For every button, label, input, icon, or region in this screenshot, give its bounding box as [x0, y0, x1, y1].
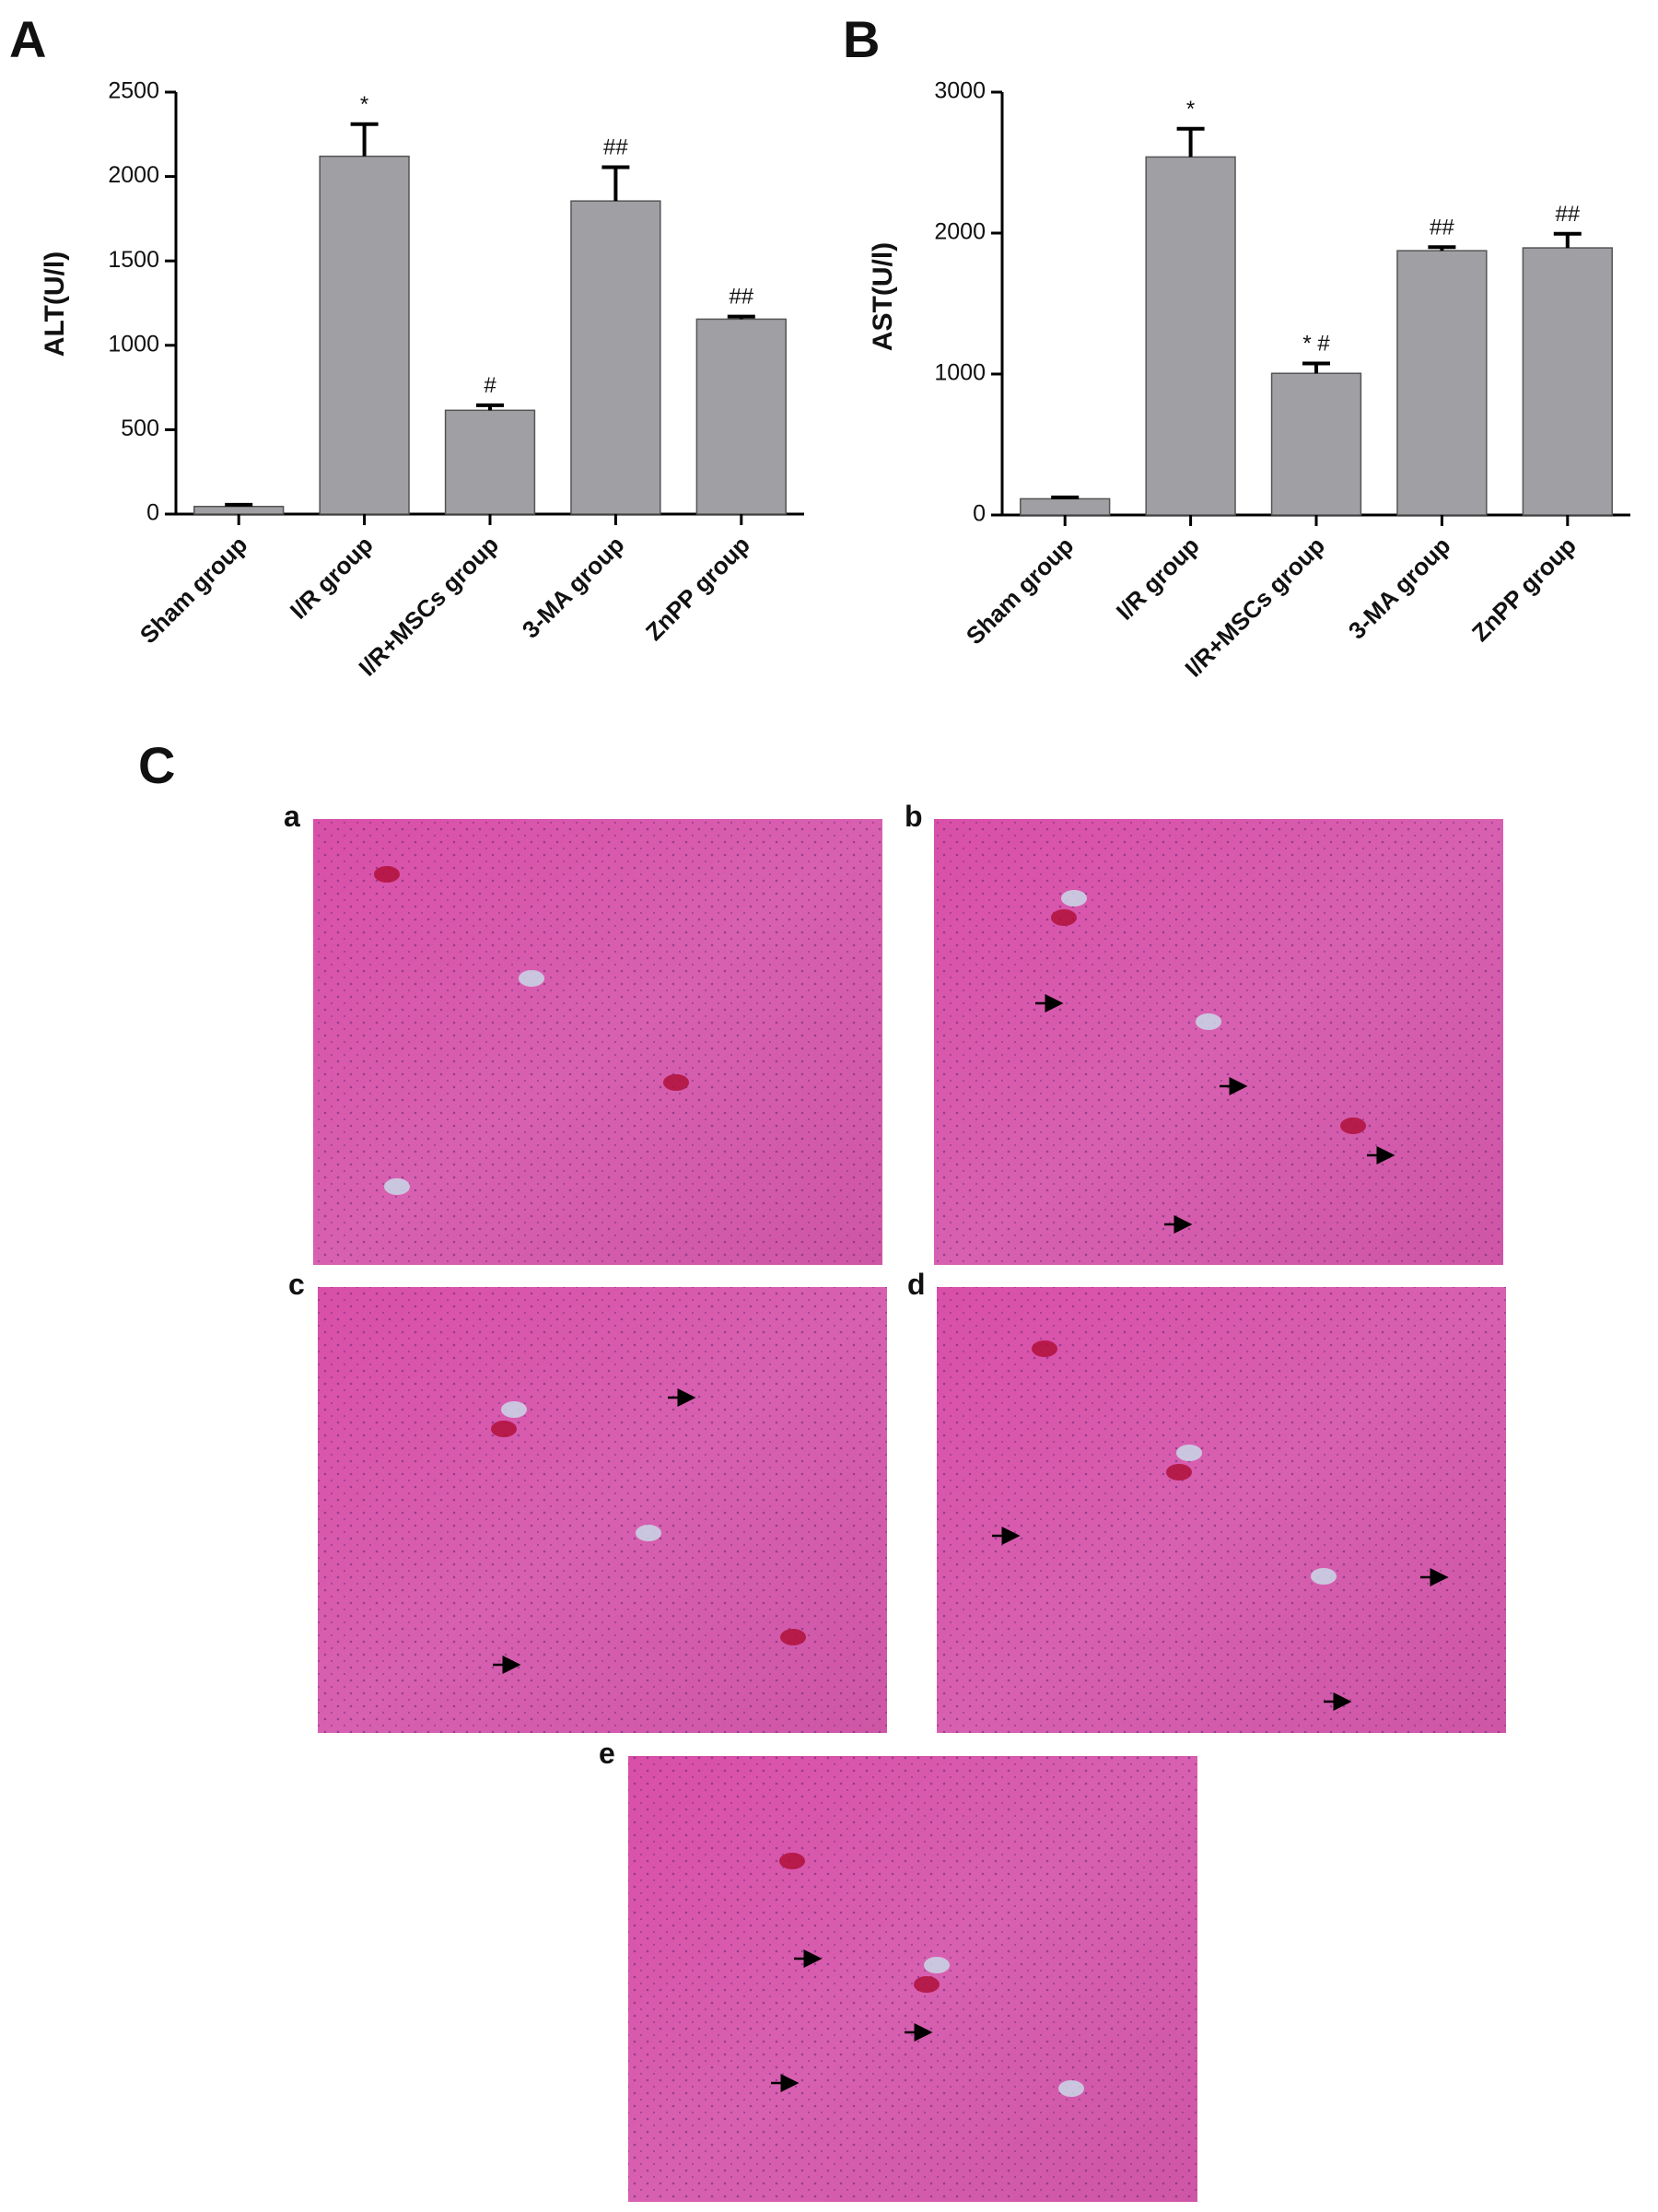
- error-bar: [476, 403, 504, 411]
- error-bar: [350, 122, 379, 157]
- x-tick-label: 3-MA group: [517, 531, 630, 644]
- histology-texture: [934, 819, 1503, 1265]
- x-tick-label: I/R group: [1111, 532, 1205, 626]
- vessel: [1311, 1568, 1337, 1585]
- y-tick-label: 1000: [108, 331, 159, 357]
- y-tick-label: 2000: [108, 162, 159, 188]
- vessel: [491, 1421, 517, 1437]
- vessel: [501, 1401, 527, 1418]
- histology-texture: [937, 1287, 1506, 1733]
- error-bar: [727, 314, 755, 320]
- x-tick-label: ZnPP group: [640, 531, 755, 646]
- vessel: [1051, 909, 1077, 926]
- bar-annotation: *: [1186, 97, 1195, 122]
- y-tick-label: 1500: [108, 247, 159, 273]
- panel-sublabel: d: [907, 1268, 926, 1301]
- panel-sublabel: c: [288, 1268, 305, 1301]
- bar-annotation: #: [484, 373, 496, 398]
- bar-annotation: ##: [729, 285, 753, 310]
- vessel: [1340, 1118, 1366, 1134]
- y-tick-label: 1000: [934, 360, 986, 386]
- error-bar: [1302, 361, 1330, 374]
- y-tick-label: 3000: [934, 78, 986, 104]
- y-tick-label: 500: [121, 415, 159, 441]
- y-tick-label: 0: [146, 500, 159, 526]
- bar: [193, 506, 285, 515]
- vessel: [924, 1957, 950, 1973]
- error-bar: [1176, 126, 1205, 158]
- bar-annotation: *: [360, 92, 368, 117]
- error-bar: [1553, 231, 1582, 249]
- y-tick-label: 0: [973, 501, 986, 527]
- vessel: [384, 1178, 410, 1195]
- y-tick-label: 2500: [108, 78, 159, 104]
- vessel: [1196, 1013, 1221, 1030]
- bar-annotation: ##: [603, 135, 628, 160]
- bar: [444, 409, 536, 515]
- vessel: [914, 1976, 940, 1993]
- vessel: [1166, 1464, 1192, 1481]
- error-bar: [1428, 245, 1456, 252]
- vessel: [519, 970, 544, 987]
- bar: [1270, 372, 1362, 516]
- y-axis-label: AST(U/l): [868, 242, 898, 351]
- vessel: [636, 1525, 661, 1541]
- bar: [1522, 247, 1613, 516]
- x-tick-label: I/R group: [285, 531, 379, 625]
- vessel: [780, 1629, 806, 1645]
- y-tick-label: 2000: [934, 219, 986, 245]
- x-tick-label: 3-MA group: [1343, 532, 1456, 645]
- x-tick-label: I/R+MSCs group: [1179, 532, 1330, 683]
- bar-annotation: ##: [1555, 202, 1580, 227]
- vessel: [1176, 1445, 1202, 1461]
- vessel: [1032, 1340, 1057, 1357]
- histology-texture: [313, 819, 882, 1265]
- bar: [1396, 250, 1488, 516]
- x-tick-label: ZnPP group: [1466, 532, 1582, 647]
- vessel: [1058, 2080, 1084, 2097]
- panel-sublabel: a: [284, 800, 300, 833]
- bar: [570, 200, 661, 515]
- bar-annotation: * #: [1302, 332, 1330, 357]
- x-tick-label: Sham group: [134, 531, 252, 649]
- bar: [695, 318, 787, 515]
- vessel: [1061, 890, 1087, 907]
- histology-texture: [628, 1756, 1197, 2202]
- bar-annotation: ##: [1430, 215, 1454, 240]
- error-bar: [601, 165, 630, 202]
- bar: [319, 155, 410, 515]
- bar: [1020, 497, 1111, 516]
- error-bar: [1051, 495, 1080, 499]
- panel-label: B: [843, 10, 880, 68]
- panel-label: A: [9, 10, 46, 68]
- panel-sublabel: b: [905, 800, 923, 833]
- panel-sublabel: e: [599, 1737, 615, 1770]
- panel-label: C: [138, 736, 175, 794]
- x-tick-label: I/R+MSCs group: [353, 531, 504, 682]
- error-bar: [225, 502, 253, 507]
- x-tick-label: Sham group: [961, 532, 1079, 650]
- vessel: [779, 1853, 805, 1869]
- bar: [1145, 156, 1236, 516]
- vessel: [663, 1074, 689, 1091]
- y-axis-label: ALT(U/l): [40, 252, 70, 357]
- histology-texture: [318, 1287, 887, 1733]
- vessel: [374, 866, 400, 883]
